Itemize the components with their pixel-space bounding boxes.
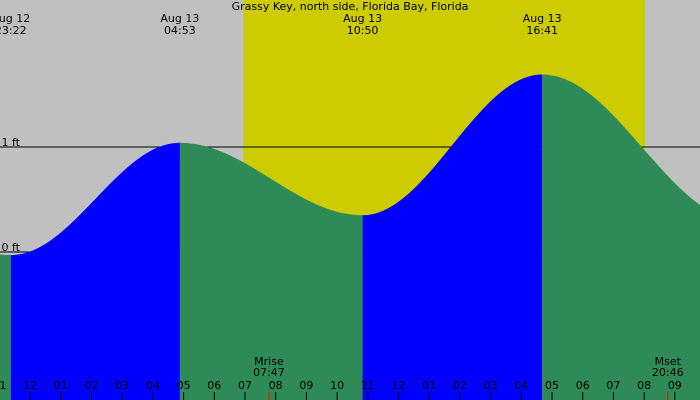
- x-tick-label: 04: [146, 379, 160, 392]
- x-tick-label: 05: [177, 379, 191, 392]
- falling-tide: [542, 74, 700, 400]
- moon-event-label: Mset: [655, 355, 682, 368]
- falling-tide: [179, 142, 363, 400]
- moon-event-time: 07:47: [253, 366, 285, 379]
- x-tick-label: 08: [269, 379, 283, 392]
- x-tick-label: 11: [0, 379, 6, 392]
- extreme-date: Aug 13: [343, 12, 382, 25]
- x-tick-label: 06: [207, 379, 221, 392]
- x-tick-label: 09: [299, 379, 313, 392]
- extreme-time: 16:41: [526, 24, 558, 37]
- x-tick-label: 09: [668, 379, 682, 392]
- x-tick-label: 07: [238, 379, 252, 392]
- x-tick-label: 06: [576, 379, 590, 392]
- x-tick-label: 12: [23, 379, 37, 392]
- x-tick-label: 05: [545, 379, 559, 392]
- y-tick-label: 1 ft: [2, 136, 21, 149]
- extreme-time: 04:53: [164, 24, 196, 37]
- extreme-date: Aug 13: [160, 12, 199, 25]
- x-tick-label: 10: [330, 379, 344, 392]
- x-tick-label: 07: [606, 379, 620, 392]
- extreme-time: 10:50: [347, 24, 379, 37]
- x-tick-label: 04: [514, 379, 528, 392]
- chart-title: Grassy Key, north side, Florida Bay, Flo…: [232, 0, 469, 13]
- x-tick-label: 01: [422, 379, 436, 392]
- extreme-date: Aug 12: [0, 12, 30, 25]
- extreme-time: 23:22: [0, 24, 27, 37]
- x-tick-label: 03: [484, 379, 498, 392]
- y-tick-label: 0 ft: [2, 241, 21, 254]
- extreme-date: Aug 13: [523, 12, 562, 25]
- x-tick-label: 11: [361, 379, 375, 392]
- x-tick-label: 03: [115, 379, 129, 392]
- x-tick-label: 01: [54, 379, 68, 392]
- x-tick-label: 02: [453, 379, 467, 392]
- rising-tide: [10, 142, 180, 400]
- rising-tide: [362, 74, 543, 400]
- x-tick-label: 02: [84, 379, 98, 392]
- x-tick-label: 08: [637, 379, 651, 392]
- x-tick-label: 12: [392, 379, 406, 392]
- moon-event-label: Mrise: [254, 355, 284, 368]
- falling-tide: [0, 254, 11, 400]
- moon-event-time: 20:46: [652, 366, 684, 379]
